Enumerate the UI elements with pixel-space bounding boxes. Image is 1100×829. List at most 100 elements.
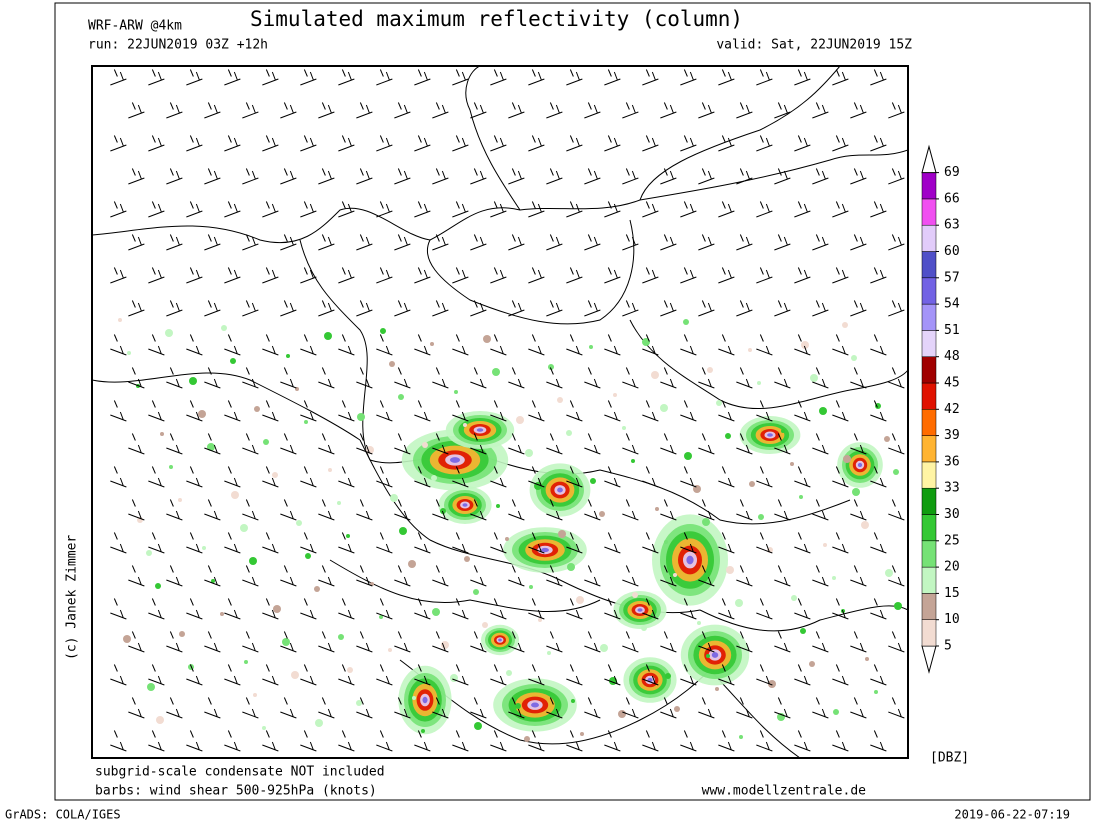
wind-barb <box>528 400 545 422</box>
wind-barb <box>242 102 259 119</box>
wind-barb <box>566 532 583 554</box>
reflectivity-speck <box>590 478 596 484</box>
wind-barb <box>642 532 659 554</box>
wind-barb <box>452 267 469 284</box>
reflectivity-speck <box>189 377 197 385</box>
wind-barb <box>566 334 583 356</box>
timestamp: 2019-06-22-07:19 <box>954 808 1070 822</box>
reflectivity-speck <box>220 612 224 616</box>
wind-barb <box>794 267 811 284</box>
wind-barb <box>452 598 469 620</box>
wind-barb <box>546 697 563 719</box>
wind-barb <box>186 135 203 152</box>
wind-barb <box>110 334 127 356</box>
wind-barb <box>774 102 791 119</box>
wind-barb <box>832 400 849 422</box>
reflectivity-speck <box>347 667 353 673</box>
wind-barb <box>470 433 487 455</box>
colorbar-label: 45 <box>944 376 960 391</box>
wind-barb <box>166 234 183 251</box>
reflectivity-cells <box>118 318 902 742</box>
wind-barb <box>128 234 145 251</box>
reflectivity-cell <box>767 433 773 437</box>
wind-barb <box>718 400 735 422</box>
colorbar-label: 15 <box>944 586 960 601</box>
wind-barb <box>490 135 507 152</box>
reflectivity-speck <box>790 462 794 466</box>
wind-barb <box>870 730 887 752</box>
reflectivity-speck <box>842 322 848 328</box>
wind-barb <box>224 466 241 488</box>
wind-barb <box>718 201 735 218</box>
reflectivity-speck <box>749 481 755 487</box>
wind-barb <box>680 400 697 422</box>
wind-barb <box>128 433 145 455</box>
wind-barb <box>166 697 183 719</box>
wind-barb <box>698 433 715 455</box>
colorbar-label: 66 <box>944 191 960 206</box>
wind-barb <box>584 433 601 455</box>
wind-barb <box>528 664 545 686</box>
wind-barb <box>756 730 773 752</box>
reflectivity-speck <box>357 413 365 421</box>
wind-barb <box>318 499 335 521</box>
wind-barb <box>110 598 127 620</box>
wind-barb <box>850 300 867 317</box>
wind-barb <box>356 565 373 587</box>
reflectivity-cell <box>541 547 549 553</box>
wind-barb <box>832 466 849 488</box>
wind-barb <box>470 499 487 521</box>
reflectivity-speck <box>244 660 248 664</box>
wind-barb <box>604 664 621 686</box>
reflectivity-speck <box>240 524 248 532</box>
wind-barb <box>718 334 735 356</box>
wind-barb <box>870 598 887 620</box>
wind-barb <box>528 466 545 488</box>
reflectivity-speck <box>118 318 122 322</box>
wind-barb <box>584 168 601 185</box>
wind-barb <box>794 334 811 356</box>
reflectivity-cell <box>498 638 502 642</box>
wind-barb <box>432 697 449 719</box>
note-barbs: barbs: wind shear 500-925hPa (knots) <box>95 784 377 799</box>
reflectivity-speck <box>707 367 713 373</box>
wind-barb <box>850 565 867 587</box>
reflectivity-speck <box>422 442 428 448</box>
wind-barb <box>148 334 165 356</box>
wind-barb <box>262 730 279 752</box>
wind-barb <box>414 730 431 752</box>
reflectivity-speck <box>558 530 566 538</box>
model-label: WRF-ARW @4km <box>88 19 182 34</box>
wind-barb <box>356 697 373 719</box>
wind-barb <box>642 334 659 356</box>
wind-barb <box>148 400 165 422</box>
wind-barb <box>680 267 697 284</box>
wind-barb <box>356 367 373 389</box>
wind-barb <box>280 565 297 587</box>
wind-barb <box>642 598 659 620</box>
wind-barb <box>376 135 393 152</box>
reflectivity-cell <box>637 608 643 612</box>
wind-barb <box>490 598 507 620</box>
wind-barb <box>622 234 639 251</box>
wind-barb <box>604 267 621 284</box>
wind-barb <box>508 168 525 185</box>
wind-barb <box>642 466 659 488</box>
wind-barb <box>812 234 829 251</box>
colorbar-label: 33 <box>944 481 960 496</box>
wind-barb <box>242 168 259 185</box>
wind-barb <box>528 598 545 620</box>
wind-barb <box>432 234 449 251</box>
reflectivity-speck <box>557 397 563 403</box>
reflectivity-speck <box>146 550 152 556</box>
wind-barb <box>604 466 621 488</box>
reflectivity-speck <box>529 585 533 589</box>
wind-barb <box>622 367 639 389</box>
reflectivity-cell <box>449 457 461 463</box>
wind-barb <box>622 565 639 587</box>
wind-barb <box>888 168 905 185</box>
reflectivity-speck <box>389 361 395 367</box>
wind-barb <box>888 433 905 455</box>
wind-barb <box>832 135 849 152</box>
reflectivity-cell <box>531 702 539 708</box>
